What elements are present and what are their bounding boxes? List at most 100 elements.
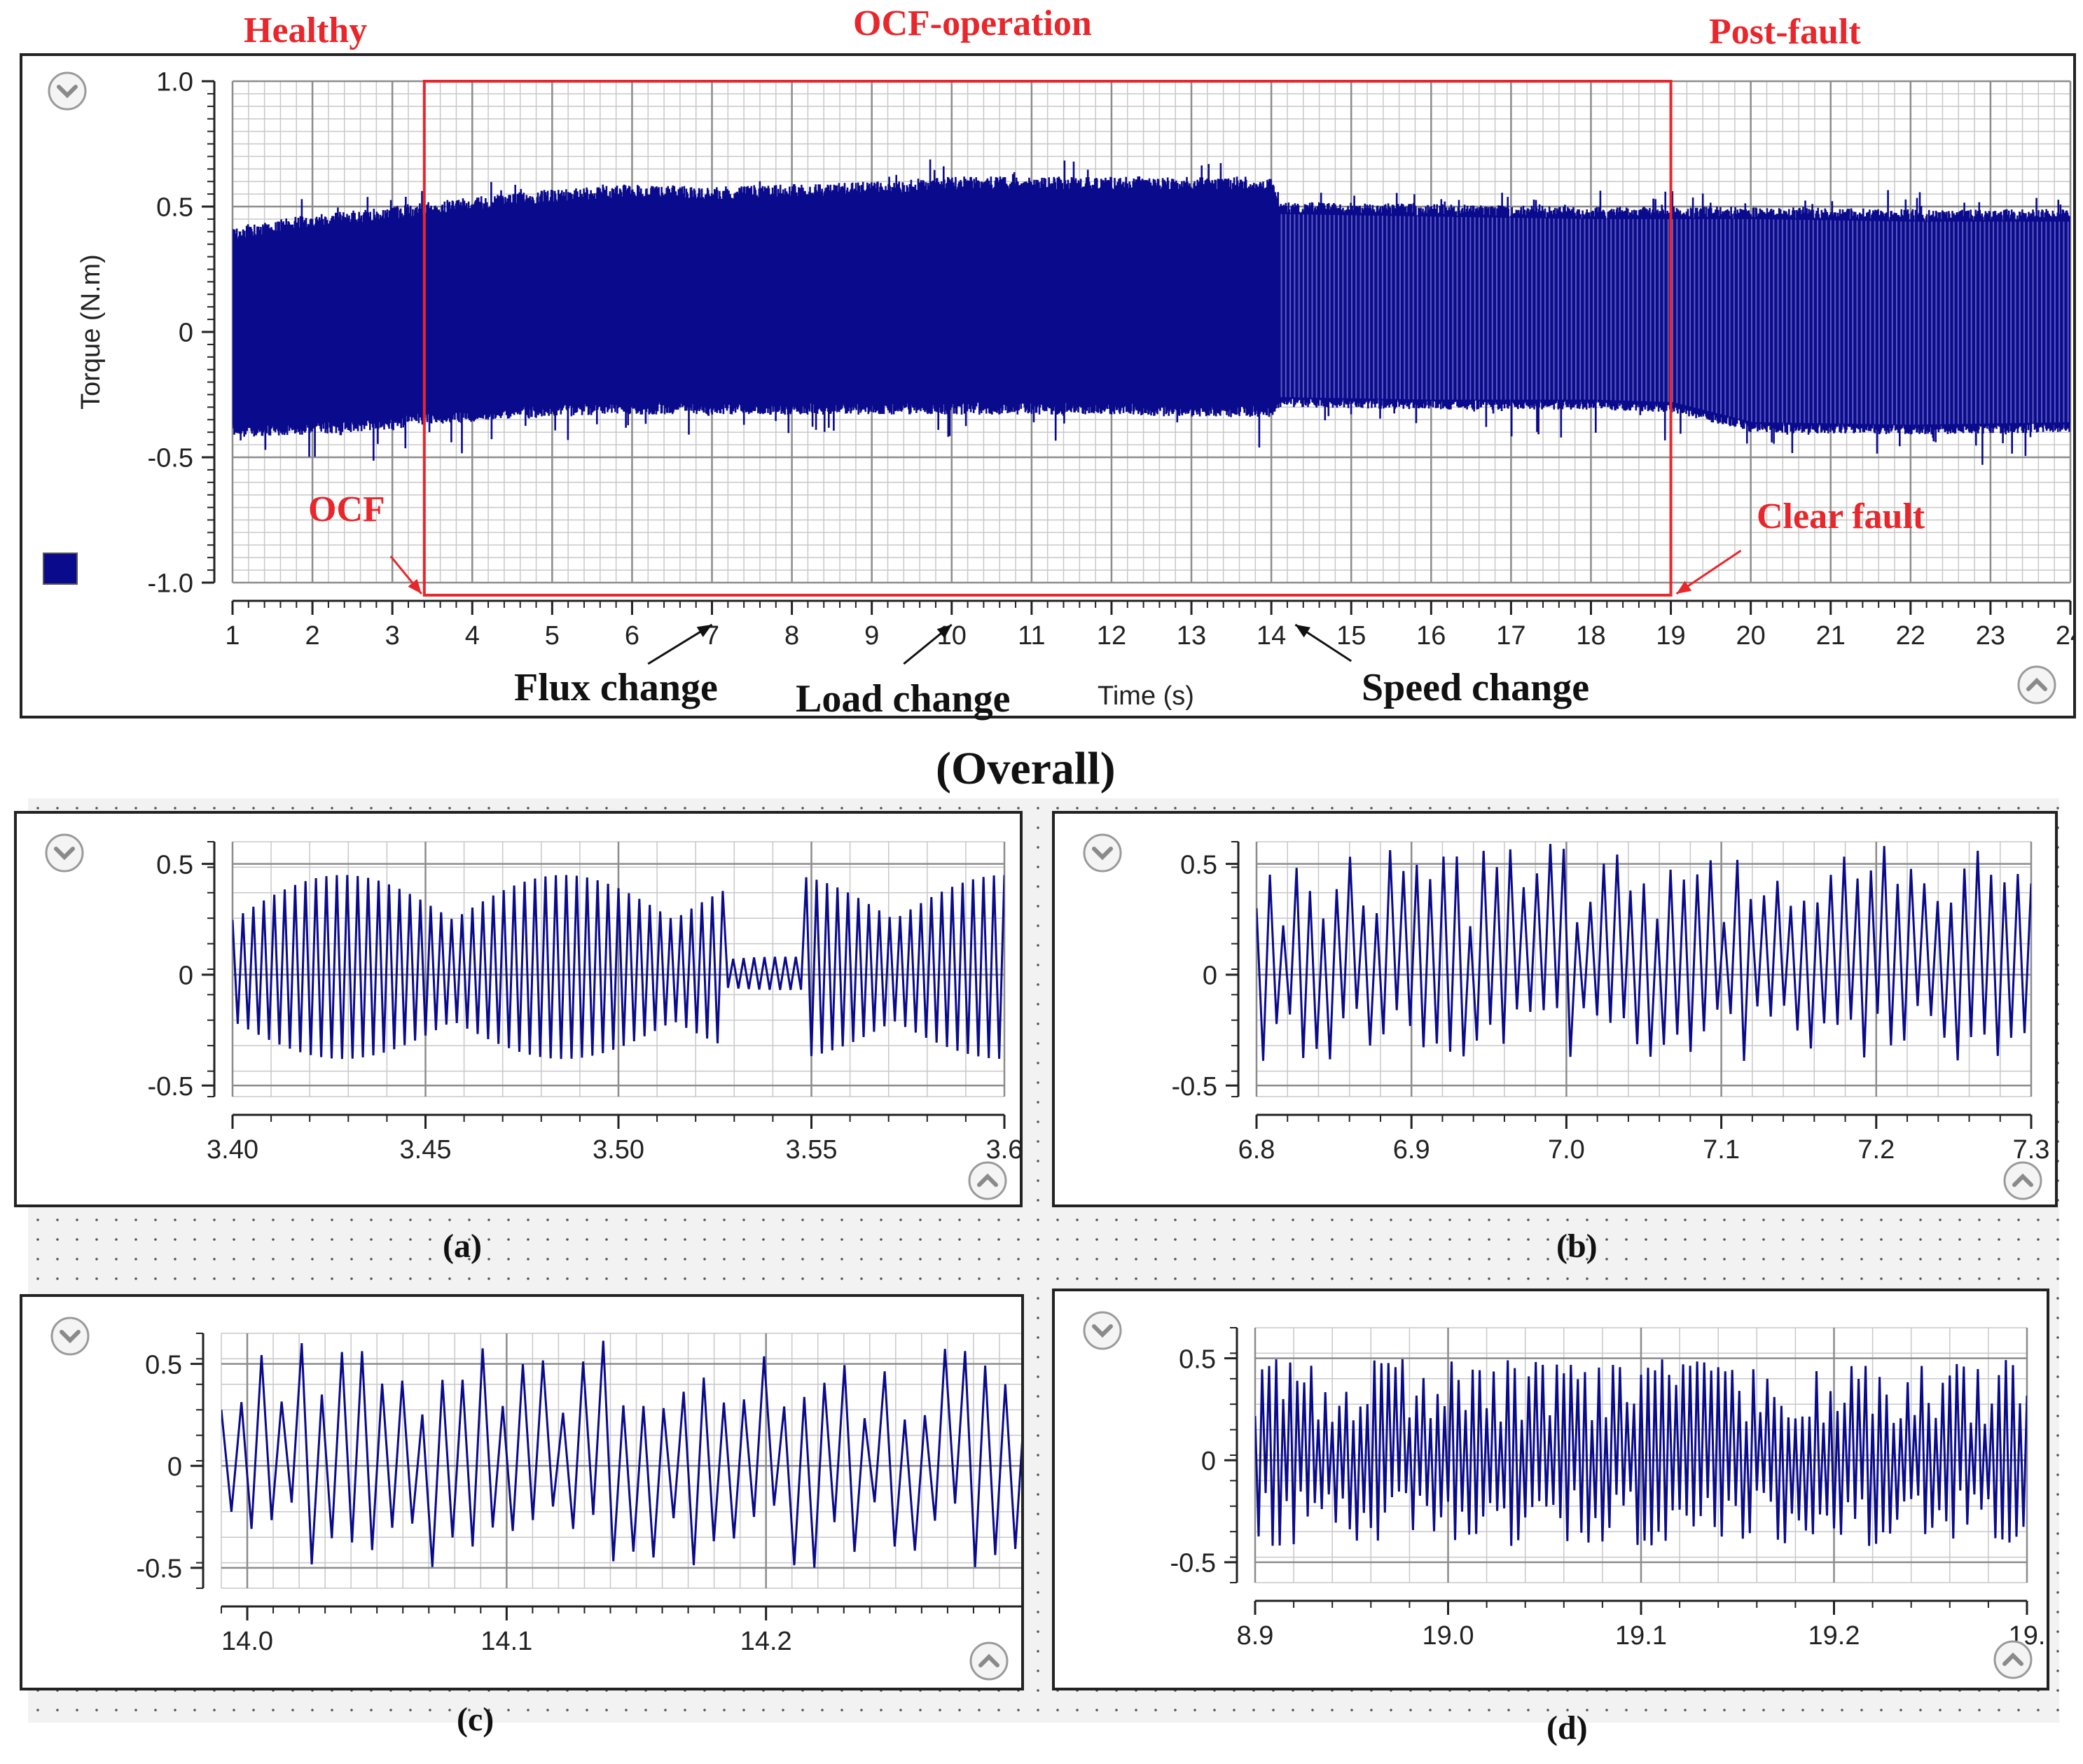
y-tick-label: 0 xyxy=(179,319,193,348)
collapse-chevron-icon-glyph xyxy=(1092,1324,1113,1338)
x-tick-label: 14 xyxy=(1257,621,1286,651)
x-tick-label: 19.1 xyxy=(1615,1621,1667,1651)
collapse-chevron-icon-glyph xyxy=(57,85,78,99)
x-tick-label: 14.1 xyxy=(480,1627,532,1656)
x-tick-label: 3.45 xyxy=(400,1135,452,1165)
subplot-signal-group xyxy=(1255,1359,2027,1546)
y-tick-label: -0.5 xyxy=(1170,1549,1216,1578)
subplot-b-panel: 0.5 0 -0.5 6.8 6.9 7.0 7.1 7.2 7.3 xyxy=(1052,811,2058,1207)
x-tick-label: 8 xyxy=(784,621,799,651)
subplot-c-panel: 0.5 0 -0.5 14.0 14.1 14.2 xyxy=(20,1294,1024,1690)
x-tick-label: 6.8 xyxy=(1238,1135,1275,1165)
label-post-fault: Post-fault xyxy=(1709,12,1861,52)
subplot-b-chart: 0.5 0 -0.5 6.8 6.9 7.0 7.1 7.2 7.3 xyxy=(1083,833,2050,1200)
clear-fault-arrow-head xyxy=(1676,581,1692,594)
x-tick-label: 6 xyxy=(625,621,639,651)
flux-change-arrow-head xyxy=(696,625,712,637)
x-tick-label: 3.6 xyxy=(986,1135,1020,1165)
subplot-signal-line xyxy=(233,875,1004,1060)
subplot-a-chart: 0.5 0 -0.5 3.40 3.45 3.50 3.55 3.6 xyxy=(45,833,1020,1200)
subplot-label-b: (b) xyxy=(1556,1228,1598,1265)
expand-chevron-icon-glyph xyxy=(977,1173,998,1187)
x-axis-title: Time (s) xyxy=(1098,681,1194,711)
x-tick-label: 18 xyxy=(1576,621,1605,651)
overall-chart-panel: 1.0 0.5 0 -0.5 -1.0 1 2 3 4 5 6 7 8 9 10 11 12 13 14 15 16 17… xyxy=(20,53,2076,718)
expand-chevron-icon xyxy=(968,1161,1007,1200)
expand-chevron-icon xyxy=(2017,665,2056,704)
collapse-chevron-icon xyxy=(45,833,84,873)
annotation-clear-fault: Clear fault xyxy=(1757,496,1925,536)
expand-chevron-icon-glyph xyxy=(978,1653,999,1667)
subplot-d-panel: 0.5 0 -0.5 8.9 19.0 19.1 19.2 19. xyxy=(1052,1289,2049,1690)
overall-chart: 1.00.50-0.5-1.01 2 3 4 5 6 7 8 9 10 11 12 13 14 15 16 17… xyxy=(43,68,2073,711)
subplot-a-panel: 0.5 0 -0.5 3.40 3.45 3.50 3.55 3.6 xyxy=(14,811,1023,1207)
collapse-chevron-icon-glyph xyxy=(60,1330,81,1344)
x-tick-label: 3.50 xyxy=(593,1135,644,1165)
collapse-chevron-icon xyxy=(50,1317,90,1356)
x-tick-label: 16 xyxy=(1416,621,1446,651)
x-tick-label: 24 xyxy=(2056,621,2073,651)
expand-chevron-icon xyxy=(1993,1640,2033,1679)
x-tick-label: 3.40 xyxy=(207,1135,258,1165)
x-tick-label: 8.9 xyxy=(1237,1621,1274,1651)
expand-chevron-icon-glyph xyxy=(2002,1652,2023,1666)
annotation-load-change: Load change xyxy=(796,677,1011,721)
ocf-operation-box xyxy=(422,80,1673,597)
x-tick-label: 7.2 xyxy=(1857,1135,1895,1165)
subplot-signal-group xyxy=(1257,844,2031,1061)
x-tick-label: 21 xyxy=(1816,621,1846,651)
subplot-signal-line xyxy=(1255,1359,2027,1546)
collapse-chevron-icon-glyph xyxy=(54,847,75,861)
x-tick-label: 7.3 xyxy=(2013,1135,2050,1165)
subplot-label-d: (d) xyxy=(1546,1709,1588,1746)
label-ocf-operation: OCF-operation xyxy=(853,4,1092,43)
y-tick-label: 0.5 xyxy=(156,193,193,223)
y-tick-label: -0.5 xyxy=(1172,1072,1217,1102)
subplot-d-chart: 0.50-0.58.9 19.0 19.1 19.2 19. xyxy=(1083,1311,2045,1679)
x-tick-label: 9 xyxy=(864,621,879,651)
x-tick-label: 19.2 xyxy=(1808,1621,1860,1651)
x-tick-label: 3.55 xyxy=(786,1135,838,1165)
overall-signal-group xyxy=(233,159,2070,465)
collapse-chevron-icon xyxy=(1083,833,1122,873)
y-tick-label: 0 xyxy=(179,961,193,991)
collapse-chevron-icon xyxy=(1083,1311,1122,1350)
speed-change-arrow-head xyxy=(1295,625,1311,638)
y-tick-label: -0.5 xyxy=(148,444,193,473)
x-tick-label: 14.2 xyxy=(740,1627,792,1656)
subplot-signal-line xyxy=(1257,844,2031,1061)
y-tick-label: 0 xyxy=(1203,961,1217,991)
x-tick-label: 22 xyxy=(1896,621,1925,651)
x-tick-label: 15 xyxy=(1336,621,1366,651)
ocf-arrow-head xyxy=(408,578,422,594)
subplot-signal-group xyxy=(233,875,1004,1060)
x-tick-label: 13 xyxy=(1177,621,1206,651)
collapse-chevron-icon xyxy=(48,71,87,111)
x-tick-label: 2 xyxy=(305,621,320,651)
grid xyxy=(1254,1327,2028,1583)
x-tick-label: 14.0 xyxy=(221,1627,273,1656)
x-tick-label: 1 xyxy=(225,621,240,651)
x-tick-label: 12 xyxy=(1097,621,1126,651)
overall-signal-line xyxy=(233,159,2070,465)
x-tick-label: 4 xyxy=(465,621,480,651)
x-tick-label: 11 xyxy=(1018,621,1045,651)
label-healthy: Healthy xyxy=(244,11,368,50)
expand-chevron-icon-glyph xyxy=(2012,1173,2033,1187)
annotation-ocf: OCF xyxy=(308,489,385,529)
y-tick-label: -0.5 xyxy=(148,1072,193,1102)
y-tick-label: 0.5 xyxy=(1179,1345,1216,1374)
expand-chevron-icon xyxy=(969,1641,1009,1681)
caption-overall: (Overall) xyxy=(936,743,1116,794)
y-tick-label: -0.5 xyxy=(137,1555,182,1584)
x-tick-label: 3 xyxy=(385,621,400,651)
y-tick-label: 0.5 xyxy=(1180,850,1217,880)
expand-chevron-icon-glyph xyxy=(2026,677,2047,691)
expand-chevron-icon xyxy=(2003,1161,2042,1200)
x-tick-label: 23 xyxy=(1976,621,2005,651)
x-tick-label: 17 xyxy=(1496,621,1525,651)
subplot-label-c: (c) xyxy=(457,1701,494,1738)
subplot-c-chart: 0.5 0 -0.5 14.0 14.1 14.2 xyxy=(50,1317,1021,1681)
legend-swatch-icon xyxy=(43,553,78,585)
y-tick-label: 0 xyxy=(167,1452,182,1482)
